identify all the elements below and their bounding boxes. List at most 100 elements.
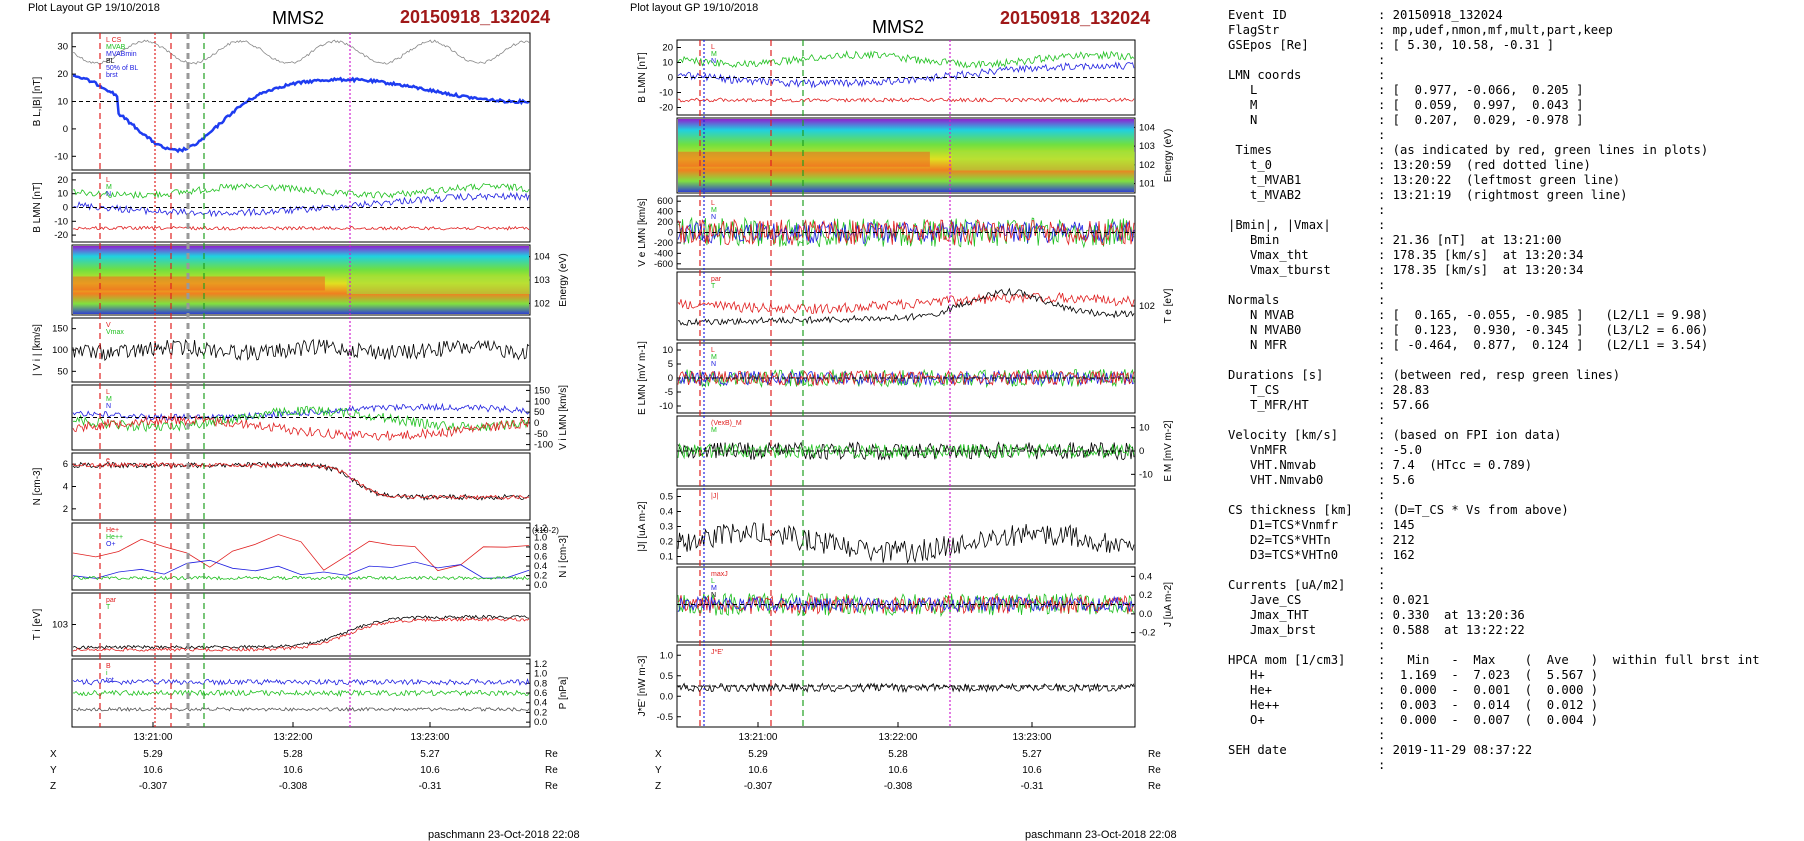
info-value: : (D=T_CS * Vs from above) xyxy=(1378,503,1569,517)
tick-label: 1.2 xyxy=(534,523,547,534)
legend-entry: T xyxy=(711,283,716,290)
left-header: Plot Layout GP 19/10/2018 xyxy=(28,2,160,14)
ephemeris-value: 5.27 xyxy=(420,749,440,760)
legend-entry: L xyxy=(711,200,715,207)
info-value: : xyxy=(1378,128,1386,142)
tick-label: 1.2 xyxy=(534,659,547,670)
legend-entry: N xyxy=(106,191,111,198)
legend-entry: He++ xyxy=(106,534,123,541)
info-row: t_0: 13:20:59 (red dotted line) xyxy=(1228,158,1798,173)
info-key: GSEpos [Re] xyxy=(1228,38,1309,52)
tick-label: 100 xyxy=(534,396,550,407)
info-value: : xyxy=(1378,293,1386,307)
y-axis-label: Energy (eV) xyxy=(558,253,569,306)
data-line xyxy=(677,61,1135,89)
ephemeris-value: 5.27 xyxy=(1022,749,1042,760)
data-line xyxy=(72,575,530,581)
spectrogram-hot-band xyxy=(678,151,930,167)
info-value: : -5.0 xyxy=(1378,443,1423,457)
tick-label: 102 xyxy=(534,298,550,309)
panel-frame xyxy=(71,522,531,591)
info-row: Vmax_tburst: 178.35 [km/s] at 13:20:34 xyxy=(1228,263,1798,278)
ephemeris-value: -0.308 xyxy=(884,781,913,792)
tick-label: -10 xyxy=(1139,469,1153,480)
tick-label: 104 xyxy=(534,252,550,263)
y-axis-label: V e LMN [km/s] xyxy=(637,198,648,267)
data-line xyxy=(677,216,1135,249)
tick-label: 0.0 xyxy=(534,717,547,728)
legend-entry: i xyxy=(106,670,108,677)
legend-entry: |J| xyxy=(711,493,718,500)
data-line xyxy=(72,39,530,65)
panel-2 xyxy=(71,244,531,316)
info-key: M xyxy=(1228,98,1258,112)
info-row: N MVAB0: [ 0.123, 0.930, -0.345 ] (L3/L2… xyxy=(1228,323,1798,338)
tick-label: 0.8 xyxy=(534,542,547,553)
info-value: : 57.66 xyxy=(1378,398,1430,412)
tick-label: 4 xyxy=(63,482,68,493)
time-tick-label: 13:22:00 xyxy=(274,732,313,743)
info-value: : 162 xyxy=(1378,548,1415,562)
tick-label: 0.5 xyxy=(660,492,673,503)
y-axis-label: Energy (eV) xyxy=(1163,129,1174,182)
legend-entry: 50% of BL xyxy=(106,65,138,72)
info-value: : mp,udef,nmon,mf,mult,part,keep xyxy=(1378,23,1613,37)
info-key: Currents [uA/m2] xyxy=(1228,578,1346,592)
ephemeris-label: X xyxy=(50,749,57,760)
tick-label: 103 xyxy=(1139,141,1155,152)
tick-label: 0.6 xyxy=(534,552,547,563)
right-event-id: 20150918_132024 xyxy=(1000,8,1151,28)
info-value: : (based on FPI ion data) xyxy=(1378,428,1562,442)
tick-label: 400 xyxy=(657,207,673,218)
info-row: Times: (as indicated by red, green lines… xyxy=(1228,143,1798,158)
info-key: VnMFR xyxy=(1228,443,1287,457)
y-axis-label: P [nPa] xyxy=(558,676,569,709)
info-value: : 0.003 - 0.014 ( 0.012 ) xyxy=(1378,698,1599,712)
info-row: Jave_CS: 0.021 xyxy=(1228,593,1798,608)
tick-label: 0.2 xyxy=(534,707,547,718)
data-line xyxy=(677,442,1135,460)
info-value: : xyxy=(1378,68,1386,82)
time-tick-label: 13:21:00 xyxy=(134,732,173,743)
info-row: L: [ 0.977, -0.066, 0.205 ] xyxy=(1228,83,1798,98)
panel-frame xyxy=(71,592,531,657)
info-row: N MFR: [ -0.464, 0.877, 0.124 ] (L2/L1 =… xyxy=(1228,338,1798,353)
legend-entry: L xyxy=(711,347,715,354)
tick-label: 101 xyxy=(1139,179,1155,190)
info-row: : xyxy=(1228,128,1798,143)
tick-label: 0.2 xyxy=(660,537,673,548)
ephemeris-value: 5.28 xyxy=(283,749,303,760)
info-key: T_CS xyxy=(1228,383,1280,397)
info-row: Event ID: 20150918_132024 xyxy=(1228,8,1798,23)
data-line xyxy=(72,405,530,433)
info-value: : Min - Max ( Ave ) within full brst int xyxy=(1378,653,1760,667)
data-line xyxy=(72,225,530,231)
ephemeris-unit: Re xyxy=(1148,781,1161,792)
data-line xyxy=(677,50,1135,69)
panel-8 xyxy=(71,658,531,728)
info-key: T_MFR/HT xyxy=(1228,398,1309,412)
info-row: Currents [uA/m2]: xyxy=(1228,578,1798,593)
info-key: L xyxy=(1228,83,1258,97)
ephemeris-label: X xyxy=(655,749,662,760)
y-axis-label: B LMN [nT] xyxy=(32,182,43,233)
tick-label: 103 xyxy=(52,620,68,631)
panel-8 xyxy=(676,644,1136,728)
data-line xyxy=(72,414,530,441)
info-key: Event ID xyxy=(1228,8,1287,22)
ephemeris-value: 10.6 xyxy=(888,765,908,776)
info-key: N MFR xyxy=(1228,338,1287,352)
info-row: D3=TCS*VHTn0: 162 xyxy=(1228,548,1798,563)
event-info-table: Event ID: 20150918_132024 FlagStr: mp,ude… xyxy=(1228,8,1798,773)
info-key: He+ xyxy=(1228,683,1273,697)
panel-7 xyxy=(71,592,531,657)
ephemeris-value: 10.6 xyxy=(748,765,768,776)
tick-label: 0 xyxy=(534,418,539,429)
panel-0 xyxy=(71,32,531,171)
info-key: VHT.Nmvab xyxy=(1228,458,1317,472)
ephemeris-value: 5.28 xyxy=(888,749,908,760)
info-row: Durations [s]: (between red, resp green … xyxy=(1228,368,1798,383)
y-axis-label: T e [eV] xyxy=(1163,288,1174,323)
data-line xyxy=(72,191,530,218)
